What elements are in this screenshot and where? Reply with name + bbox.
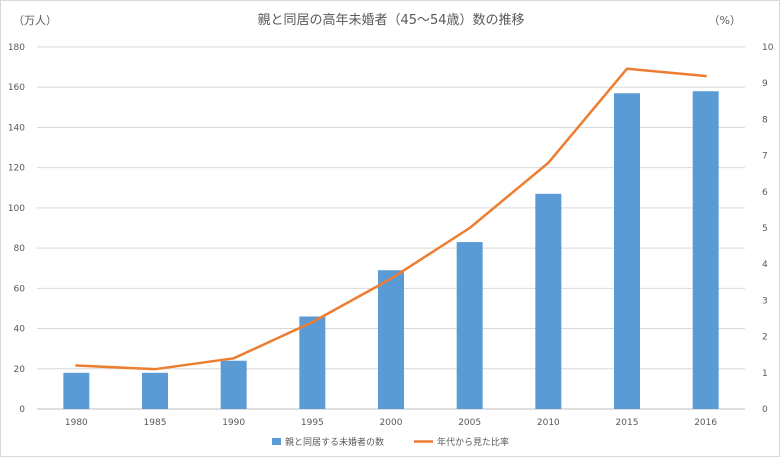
x-tick-label: 1985: [144, 418, 167, 428]
y-right-tick-label: 3: [762, 296, 768, 306]
y-left-tick-label: 100: [8, 204, 25, 214]
x-tick-label: 1990: [222, 418, 245, 428]
bar-1985: [142, 372, 168, 409]
y-right-tick-label: 9: [762, 79, 768, 89]
line-series: [75, 67, 707, 371]
bar-2015: [614, 93, 640, 409]
y-right-tick-label: 6: [762, 188, 768, 198]
legend: 親と同居する未婚者の数 年代から見た比率: [272, 436, 509, 448]
legend-label-line: 年代から見た比率: [437, 436, 509, 448]
x-tick-label: 2016: [694, 418, 717, 428]
x-tick-label: 2000: [380, 418, 403, 428]
y-right-tick-label: 5: [762, 224, 768, 234]
y-right-tick-label: 7: [762, 152, 768, 162]
chart-title: 親と同居の高年未婚者（45〜54歳）数の推移: [257, 12, 524, 28]
bar-1980: [63, 372, 90, 409]
y-left-tick-label: 40: [14, 325, 26, 335]
y-left-tick-label: 160: [8, 83, 25, 93]
x-tick-label: 1995: [301, 418, 324, 428]
bar-2000: [378, 270, 404, 409]
bar-1995: [299, 316, 326, 409]
y-left-tick-label: 180: [8, 43, 25, 53]
right-axis-unit: （%）: [709, 14, 741, 27]
bar-2010: [535, 193, 562, 409]
y-right-tick-label: 8: [762, 115, 768, 125]
y-left-tick-label: 120: [8, 164, 25, 174]
y-right-tick-label: 2: [762, 333, 768, 343]
x-tick-label: 2015: [616, 418, 639, 428]
y-left-tick-label: 20: [14, 365, 26, 375]
x-axis-ticks: 1980 1985 1990 1995 2000 2005 2010 2015 2016: [65, 418, 718, 428]
bar-1990: [220, 360, 247, 409]
left-axis-ticks: 0 20 40 60 80 100 120 140 160 180: [8, 43, 25, 415]
bar-series: [63, 91, 719, 409]
left-axis-unit: （万人）: [13, 14, 57, 27]
bar-2016: [692, 91, 719, 409]
y-left-tick-label: 0: [19, 405, 25, 415]
y-left-tick-label: 80: [14, 244, 26, 254]
x-tick-label: 2005: [458, 418, 481, 428]
right-axis-ticks: 0 1 2 3 4 5 6 7 8 9 10: [762, 43, 774, 415]
x-tick-label: 1980: [65, 418, 88, 428]
y-left-tick-label: 140: [8, 123, 25, 133]
legend-swatch-bars: [272, 438, 281, 445]
x-tick-label: 2010: [537, 418, 560, 428]
y-right-tick-label: 1: [762, 369, 768, 379]
y-right-tick-label: 10: [762, 43, 774, 53]
y-right-tick-label: 0: [762, 405, 768, 415]
legend-label-bars: 親と同居する未婚者の数: [285, 436, 384, 448]
y-right-tick-label: 4: [762, 260, 768, 270]
bar-2005: [456, 242, 483, 409]
y-left-tick-label: 60: [14, 284, 26, 294]
ratio-line: [75, 67, 707, 371]
